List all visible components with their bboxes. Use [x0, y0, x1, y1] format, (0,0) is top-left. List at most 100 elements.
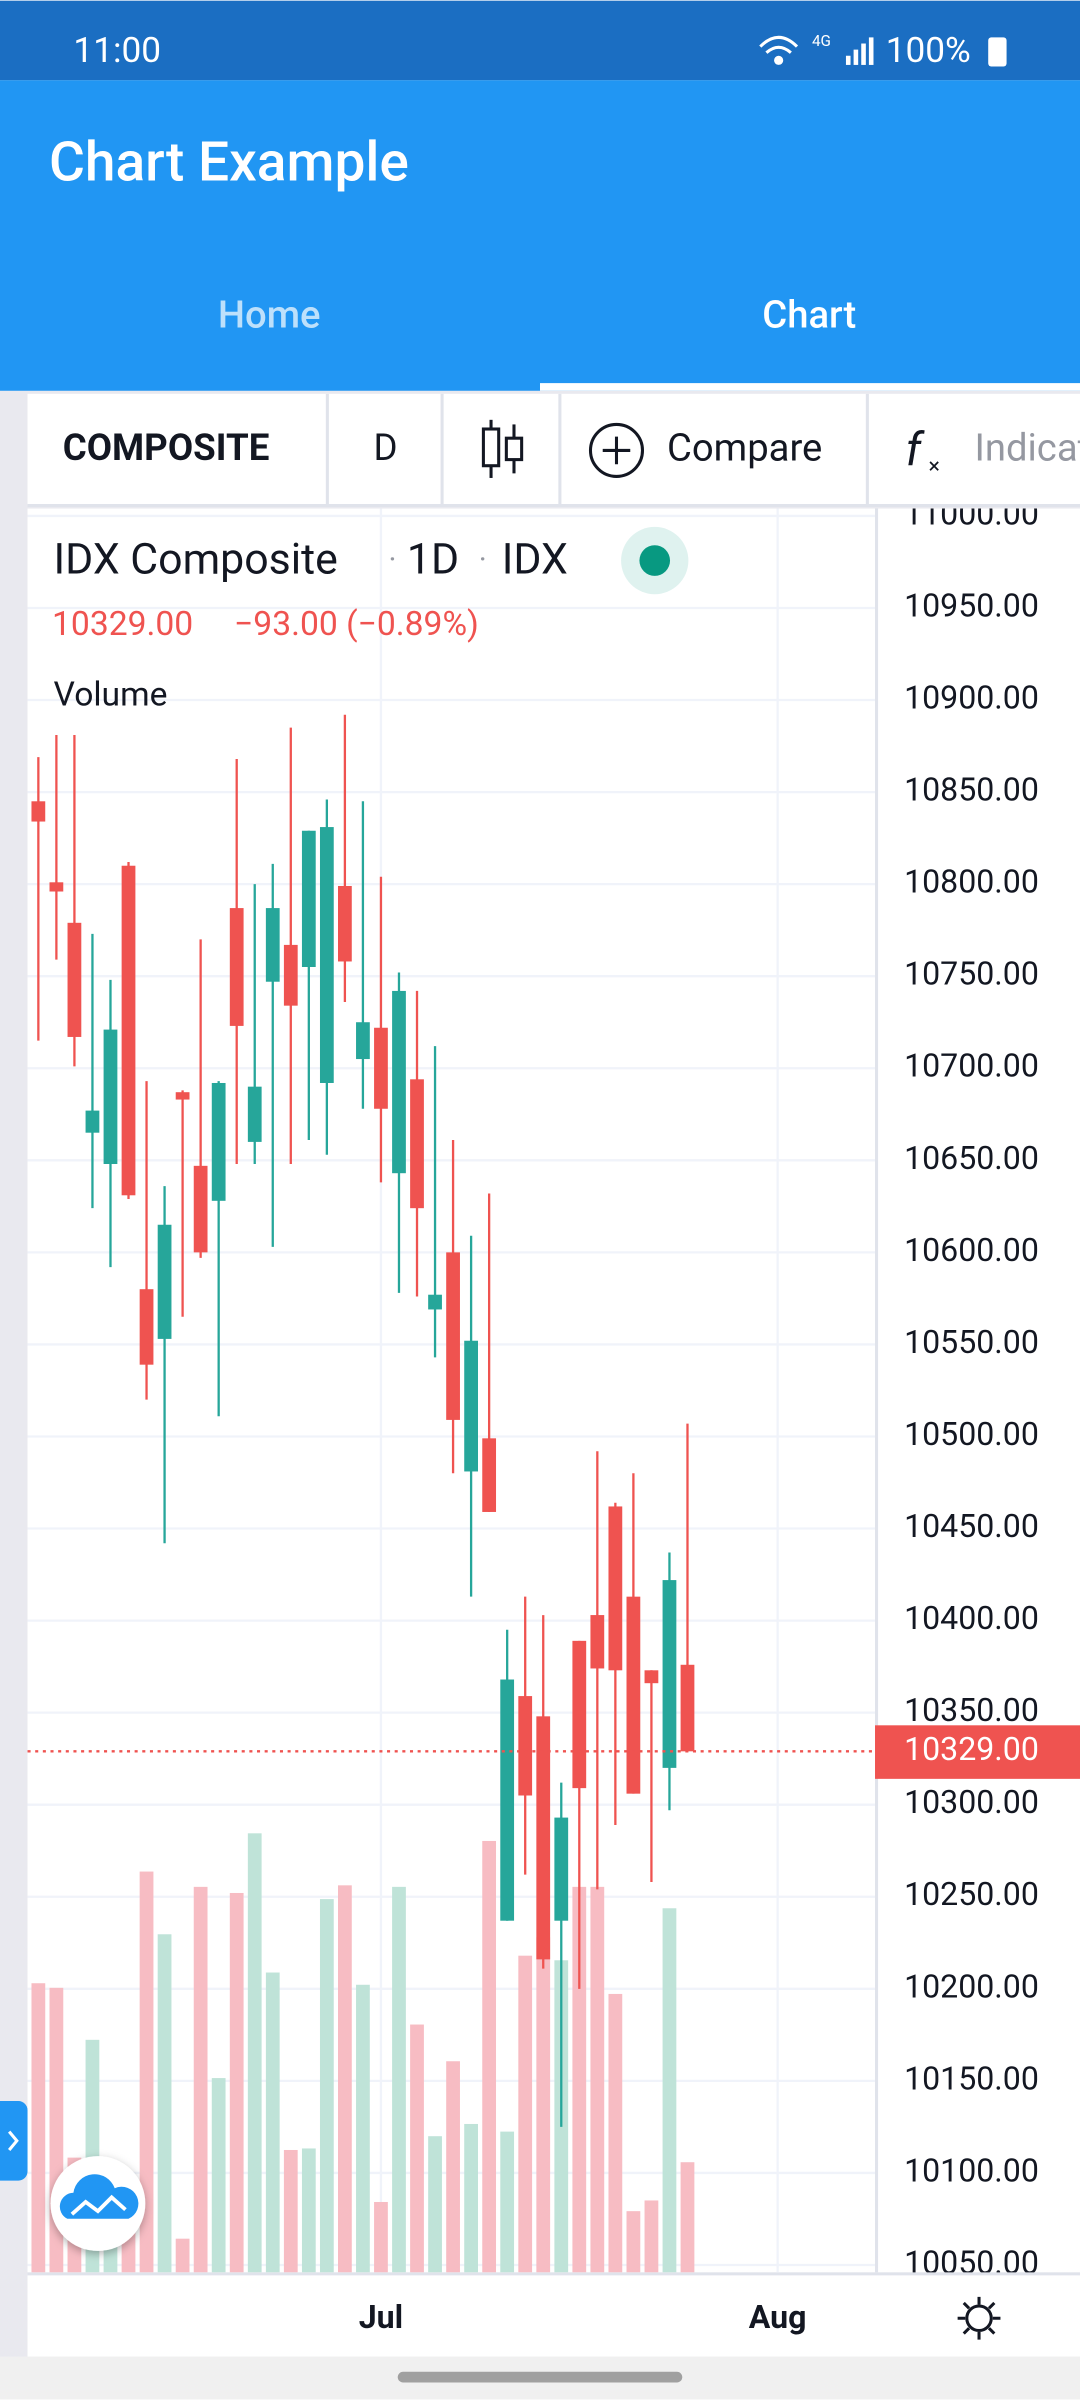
volume-title: Volume [54, 676, 168, 715]
toolbar [27, 393, 1080, 506]
volume-bar [392, 1886, 406, 2273]
volume-bar [644, 2200, 659, 2273]
compare-plus [602, 436, 631, 465]
volume-bar [31, 1983, 46, 2273]
interval-button[interactable]: D [373, 426, 397, 469]
volume-bar [157, 1934, 172, 2273]
candle-body [410, 1079, 424, 1209]
y-tick-label: 11000.00 [904, 494, 1039, 532]
candle-body [193, 1165, 208, 1253]
volume-bar [301, 2148, 316, 2273]
candle-body [338, 885, 352, 962]
compare-button[interactable]: Compare [667, 427, 822, 471]
x-tick-label: Aug [749, 2298, 807, 2336]
last-price-label: 10329.00 [904, 1730, 1039, 1768]
tab-home[interactable]: Home [218, 293, 321, 337]
wifi-icon [759, 35, 799, 65]
candle-body [500, 1679, 515, 1921]
candle-body [482, 1438, 497, 1512]
indicators-button[interactable]: Indicators [974, 427, 1080, 471]
side-toggle[interactable] [0, 2101, 28, 2181]
volume-bar [247, 1833, 262, 2273]
candle-body [428, 1294, 442, 1310]
candle-body [392, 990, 406, 1174]
volume-bar [175, 2238, 190, 2273]
y-tick-label: 10200.00 [904, 1967, 1039, 2005]
candle-body [319, 827, 334, 1083]
volume-bar [229, 1892, 244, 2273]
time-axis [27, 2272, 1080, 2357]
app-title: Chart Example [49, 130, 409, 194]
overlays: 10329.00 [27, 1725, 1080, 1779]
y-tick-label: 10650.00 [904, 1139, 1039, 1177]
legend-dot: · [479, 543, 487, 578]
settings-button[interactable] [957, 2296, 1001, 2340]
price-ticks: 11000.00 10950.00 10900.00 10850.00 10800.00… [904, 494, 1039, 2273]
market-status [639, 545, 671, 576]
candle-body [356, 1022, 370, 1060]
volume-bar [500, 2131, 515, 2273]
legend-quote: 10329.00 [52, 605, 193, 644]
y-tick-label: 10600.00 [904, 1231, 1039, 1269]
volume-bar [428, 2136, 442, 2273]
candle-body [49, 882, 64, 892]
y-tick-label: 10350.00 [904, 1691, 1039, 1729]
y-tick-label: 10850.00 [904, 771, 1039, 809]
price-axis [875, 508, 1080, 2273]
y-tick-label: 10750.00 [904, 955, 1039, 993]
candle-body [85, 1110, 100, 1133]
candle-body [536, 1716, 551, 1960]
volume-bar [482, 1840, 497, 2273]
candle-body [157, 1224, 172, 1339]
volume-bar [536, 1937, 551, 2273]
y-tick-label: 10100.00 [904, 2151, 1039, 2189]
volume-bar [662, 1908, 677, 2273]
y-tick-label: 10700.00 [904, 1047, 1039, 1085]
y-tick-label: 10500.00 [904, 1415, 1039, 1453]
candle-body [31, 801, 46, 822]
status-bar [0, 0, 1080, 81]
y-tick-label: 10450.00 [904, 1507, 1039, 1545]
legend-symbol: IDX Composite [54, 534, 338, 584]
compare-icon[interactable] [588, 422, 645, 478]
candle-body [211, 1082, 226, 1201]
last-price-box [875, 1725, 1080, 1779]
volume-bar [680, 2162, 695, 2273]
tab-indicator [540, 383, 1080, 391]
indicators-icon-x: × [929, 454, 940, 479]
candle-body [121, 865, 136, 1196]
candle-body [590, 1615, 605, 1669]
candle-body [464, 1340, 478, 1472]
volume-bar [211, 2078, 226, 2273]
candle-body [175, 1092, 190, 1100]
symbol-button[interactable]: COMPOSITE [63, 426, 270, 469]
volume-bar [139, 1871, 154, 2273]
tab-chart[interactable]: Chart [762, 293, 856, 337]
battery-level: 100% [886, 29, 971, 71]
y-tick-label: 10150.00 [904, 2059, 1039, 2097]
y-tick-label: 10950.00 [904, 586, 1039, 624]
candle-body [626, 1596, 641, 1794]
candle-body [247, 1086, 262, 1142]
volume-bar [319, 1899, 334, 2273]
y-tick-label: 10800.00 [904, 863, 1039, 901]
side-toggle-arrow [8, 2130, 19, 2151]
x-tick-label: Jul [359, 2298, 403, 2336]
volume-bar [193, 1886, 208, 2273]
indicators-icon[interactable]: f [906, 424, 926, 478]
volume-bar [265, 1972, 280, 2273]
volume-bar [572, 1886, 587, 2273]
candle-body [283, 944, 298, 1006]
volume-bar [283, 2149, 298, 2273]
legend-change: −93.00 (−0.89%) [234, 605, 479, 644]
candle-body [265, 908, 280, 982]
signal-icon [845, 37, 874, 65]
chart-type-button[interactable] [481, 419, 524, 478]
volume-bar [356, 1984, 370, 2273]
y-tick-label: 10250.00 [904, 1875, 1039, 1913]
candles [31, 714, 695, 2127]
candle-body [67, 922, 82, 1037]
candle-body [554, 1817, 569, 1921]
toolbar-separators [325, 393, 869, 506]
home-indicator[interactable] [397, 2371, 683, 2383]
